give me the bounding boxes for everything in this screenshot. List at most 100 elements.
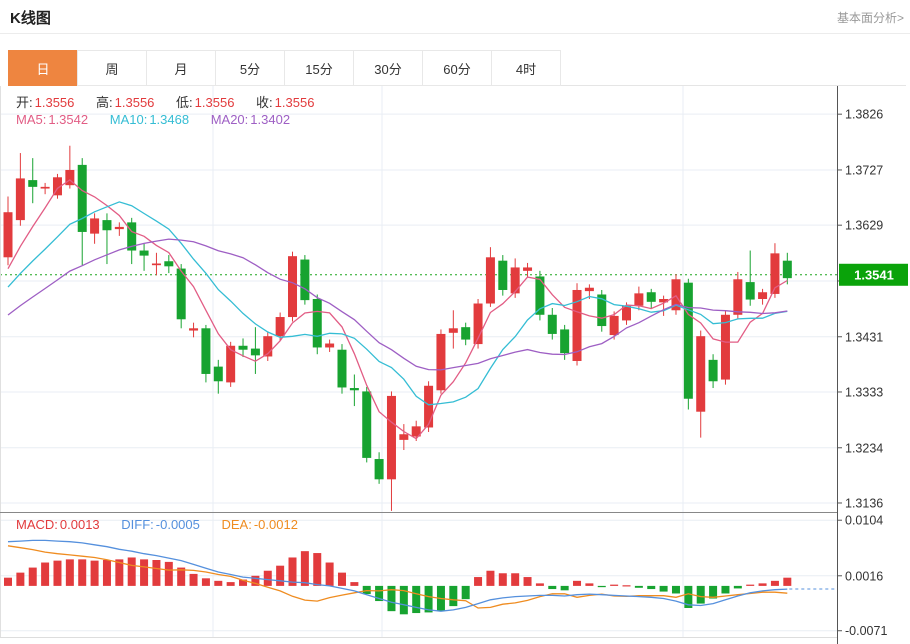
macd-hist-bar [4, 577, 12, 586]
candle-body [362, 391, 372, 458]
macd-hist-bar [350, 582, 359, 586]
candle-body [77, 164, 87, 232]
candle-body [770, 253, 780, 294]
candle-body [609, 315, 619, 336]
candle-body [399, 434, 409, 440]
candle-body [708, 359, 718, 382]
candle-body [758, 292, 768, 299]
candle-body [572, 289, 582, 361]
current-price-badge [839, 263, 908, 286]
macd-hist-bar [300, 551, 309, 586]
kline-chart[interactable]: 1.38261.37271.36291.35301.34311.33331.32… [0, 86, 910, 644]
interval-tab-7[interactable]: 60分 [422, 50, 492, 86]
macd-hist-bar [127, 557, 136, 586]
candle-body [646, 292, 656, 302]
macd-hist-bar [375, 585, 384, 602]
macd-hist-bar [659, 585, 668, 592]
macd-hist-bar [90, 560, 99, 586]
macd-hist-bar [733, 585, 742, 589]
diff-line [7, 539, 788, 612]
axis-tick-label: 1.3431 [845, 330, 883, 344]
dea-line [7, 545, 788, 609]
candle-body [597, 294, 607, 327]
candle-body [349, 388, 359, 391]
interval-tab-5[interactable]: 15分 [284, 50, 354, 86]
candle-body [659, 299, 669, 303]
macd-hist-bar [622, 585, 631, 587]
macd-hist-bar [523, 577, 532, 586]
macd-hist-bar [214, 580, 223, 586]
macd-hist-bar [288, 557, 297, 586]
candle-body [461, 327, 471, 340]
macd-hist-bar [412, 585, 421, 614]
candle-body [634, 293, 644, 306]
interval-tab-3[interactable]: 月 [146, 50, 216, 86]
candle-body [300, 259, 310, 301]
candle-body [386, 395, 396, 480]
macd-hist-bar [251, 575, 260, 586]
candle-body [52, 177, 62, 196]
candle-body [263, 336, 273, 357]
candle-body [176, 268, 186, 320]
macd-hist-bar [770, 580, 779, 586]
ma20-line [7, 238, 788, 371]
candle-body [696, 336, 706, 412]
candle-body [337, 349, 347, 388]
axis-tick-label: 0.0016 [845, 569, 883, 583]
macd-hist-bar [498, 573, 507, 586]
macd-hist-bar [28, 567, 37, 586]
axis-tick-label: 1.3234 [845, 441, 883, 455]
macd-hist-bar [115, 559, 124, 586]
macd-hist-bar [325, 562, 334, 586]
candle-body [535, 276, 545, 315]
macd-hist-bar [152, 560, 161, 586]
interval-tab-4[interactable]: 5分 [215, 50, 285, 86]
candle-body [733, 279, 743, 315]
macd-hist-bar [597, 585, 606, 588]
macd-hist-bar [337, 572, 346, 586]
interval-tab-1[interactable]: 日 [8, 50, 78, 86]
macd-hist-bar [671, 585, 680, 594]
candle-body [473, 303, 483, 345]
candle-body [139, 250, 149, 256]
macd-hist-bar [177, 567, 186, 586]
macd-hist-bar [647, 585, 656, 590]
interval-tab-2[interactable]: 周 [77, 50, 147, 86]
macd-hist-bar [634, 585, 643, 588]
macd-hist-bar [65, 559, 74, 586]
macd-hist-bar [585, 583, 594, 586]
candle-body [424, 385, 434, 428]
candle-body [411, 426, 421, 437]
candle-body [275, 317, 285, 337]
candle-body [127, 222, 137, 251]
macd-hist-bar [226, 582, 235, 586]
candle-body [288, 256, 298, 318]
candle-body [485, 257, 495, 304]
macd-hist-bar [313, 553, 322, 586]
macd-hist-bar [53, 560, 62, 586]
macd-hist-bar [696, 585, 705, 604]
candle-body [720, 314, 730, 380]
axis-tick-label: -0.0071 [845, 624, 887, 638]
macd-hist-bar [201, 578, 210, 586]
candle-body [189, 328, 199, 331]
candle-body [560, 329, 570, 354]
chart-area: 1.38261.37271.36291.35301.34311.33331.32… [0, 86, 910, 644]
macd-hist-bar [276, 565, 285, 586]
axis-tick-label: 1.3136 [845, 496, 883, 510]
axis-tick-label: 1.3826 [845, 108, 883, 122]
candle-body [40, 186, 50, 189]
fundamental-analysis-link[interactable]: 基本面分析> [836, 11, 904, 25]
interval-tab-8[interactable]: 4时 [491, 50, 561, 86]
axis-tick-label: 1.3333 [845, 385, 883, 399]
macd-hist-bar [239, 579, 248, 586]
macd-panel [4, 539, 837, 615]
candle-body [622, 305, 631, 321]
macd-hist-bar [387, 585, 396, 612]
candle-body [102, 220, 112, 231]
candle-body [201, 328, 211, 374]
candle-body [325, 343, 335, 348]
macd-hist-bar [399, 585, 408, 615]
macd-hist-bar [610, 584, 619, 586]
interval-tab-6[interactable]: 30分 [353, 50, 423, 86]
